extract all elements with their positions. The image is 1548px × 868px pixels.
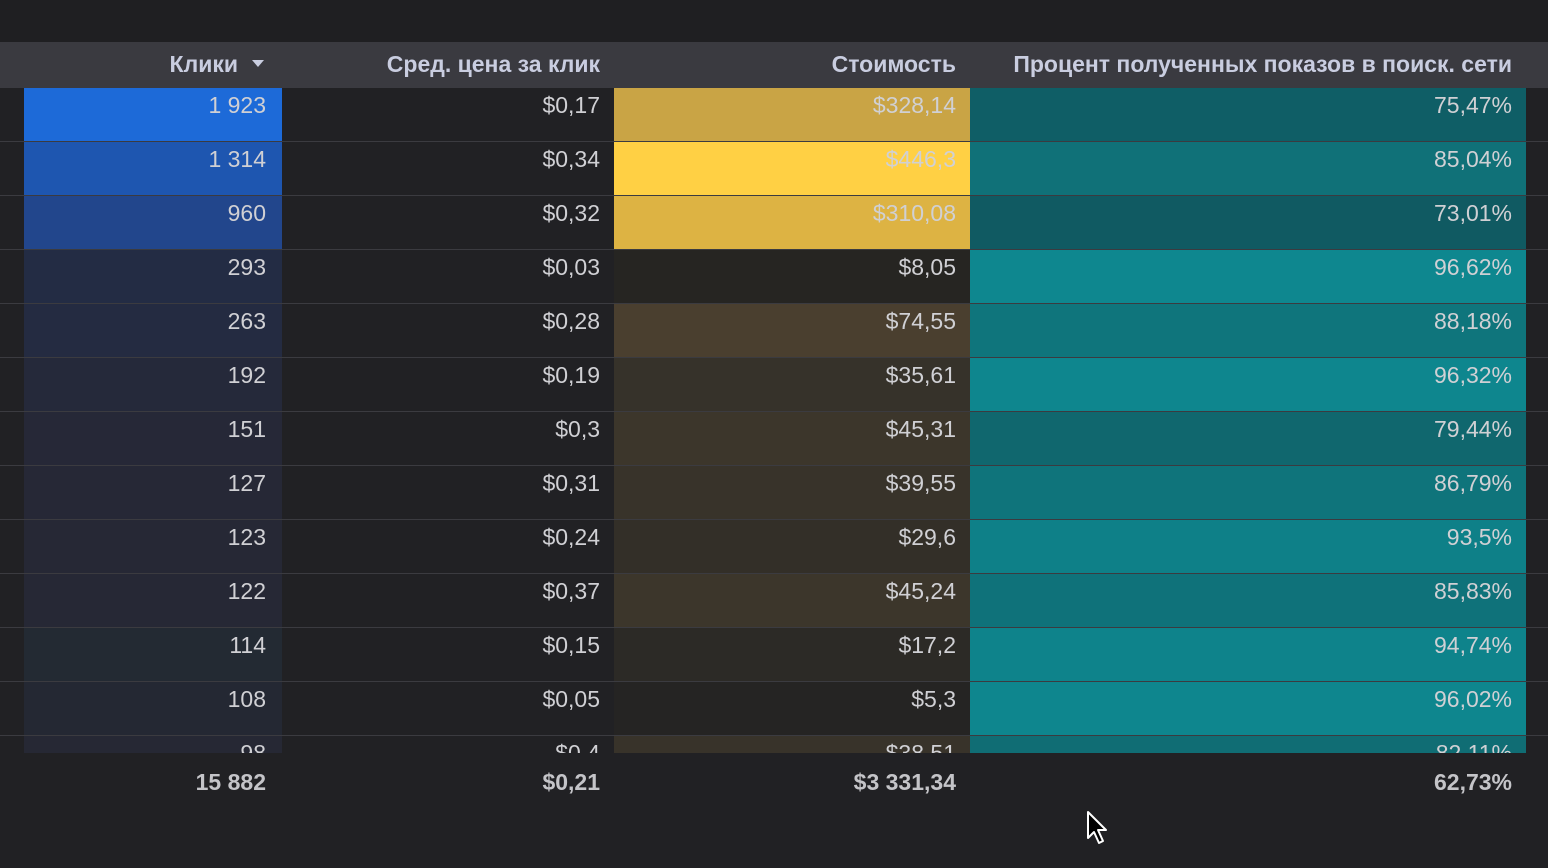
cost-cell: $35,61 bbox=[614, 358, 970, 411]
cost-cell: $45,24 bbox=[614, 574, 970, 627]
clicks-cell: 960 bbox=[24, 196, 282, 249]
table-row[interactable]: 127 $0,31 $39,55 86,79% bbox=[0, 466, 1548, 520]
avg-cpc-cell: $0,32 bbox=[542, 200, 600, 226]
impression-share-cell: 96,02% bbox=[970, 682, 1526, 735]
column-header-avg-cpc-label: Сред. цена за клик bbox=[386, 51, 600, 77]
avg-cpc-cell: $0,37 bbox=[542, 578, 600, 604]
table-row[interactable]: 151 $0,3 $45,31 79,44% bbox=[0, 412, 1548, 466]
clicks-cell: 151 bbox=[24, 412, 282, 465]
table-row[interactable]: 123 $0,24 $29,6 93,5% bbox=[0, 520, 1548, 574]
cost-cell: $38,51 bbox=[614, 736, 970, 753]
avg-cpc-cell: $0,24 bbox=[542, 524, 600, 550]
column-header-clicks-label: Клики bbox=[169, 51, 238, 77]
cost-cell: $328,14 bbox=[614, 88, 970, 141]
table-totals-row: 15 882 $0,21 $3 331,34 62,73% bbox=[0, 753, 1548, 868]
mouse-pointer-icon bbox=[1087, 811, 1107, 844]
table-row[interactable]: 122 $0,37 $45,24 85,83% bbox=[0, 574, 1548, 628]
clicks-cell: 263 bbox=[24, 304, 282, 357]
total-impression-share: 62,73% bbox=[1433, 769, 1512, 795]
impression-share-cell: 94,74% bbox=[970, 628, 1526, 681]
avg-cpc-cell: $0,31 bbox=[542, 470, 600, 496]
clicks-cell: 1 314 bbox=[24, 142, 282, 195]
impression-share-cell: 73,01% bbox=[970, 196, 1526, 249]
cost-cell: $39,55 bbox=[614, 466, 970, 519]
table-row[interactable]: 108 $0,05 $5,3 96,02% bbox=[0, 682, 1548, 736]
cost-cell: $45,31 bbox=[614, 412, 970, 465]
cost-cell: $5,3 bbox=[614, 682, 970, 735]
avg-cpc-cell: $0,05 bbox=[542, 686, 600, 712]
clicks-cell: 98 bbox=[24, 736, 282, 753]
impression-share-cell: 85,83% bbox=[970, 574, 1526, 627]
top-bar bbox=[0, 0, 1548, 42]
avg-cpc-cell: $0,19 bbox=[542, 362, 600, 388]
column-header-cost[interactable]: Стоимость bbox=[614, 42, 970, 88]
table-row[interactable]: 1 923 $0,17 $328,14 75,47% bbox=[0, 88, 1548, 142]
impression-share-cell: 93,5% bbox=[970, 520, 1526, 573]
clicks-cell: 123 bbox=[24, 520, 282, 573]
table-row[interactable]: 114 $0,15 $17,2 94,74% bbox=[0, 628, 1548, 682]
avg-cpc-cell: $0,3 bbox=[555, 416, 600, 442]
clicks-cell: 122 bbox=[24, 574, 282, 627]
impression-share-cell: 96,62% bbox=[970, 250, 1526, 303]
avg-cpc-cell: $0,15 bbox=[542, 632, 600, 658]
cost-cell: $8,05 bbox=[614, 250, 970, 303]
impression-share-cell: 79,44% bbox=[970, 412, 1526, 465]
sort-descending-icon[interactable] bbox=[252, 60, 264, 68]
table-header: Клики Сред. цена за клик Стоимость Проце… bbox=[0, 42, 1548, 88]
table-body: 1 923 $0,17 $328,14 75,47% 1 314 $0,34 $446,3 8… bbox=[0, 88, 1548, 753]
column-header-clicks[interactable]: Клики bbox=[24, 42, 282, 88]
clicks-cell: 1 923 bbox=[24, 88, 282, 141]
table-row[interactable]: 263 $0,28 $74,55 88,18% bbox=[0, 304, 1548, 358]
clicks-cell: 114 bbox=[24, 628, 282, 681]
impression-share-cell: 75,47% bbox=[970, 88, 1526, 141]
impression-share-cell: 86,79% bbox=[970, 466, 1526, 519]
impression-share-cell: 82,11% bbox=[970, 736, 1526, 753]
clicks-cell: 192 bbox=[24, 358, 282, 411]
avg-cpc-cell: $0,34 bbox=[542, 146, 600, 172]
table-row[interactable]: 192 $0,19 $35,61 96,32% bbox=[0, 358, 1548, 412]
impression-share-cell: 88,18% bbox=[970, 304, 1526, 357]
cost-cell: $74,55 bbox=[614, 304, 970, 357]
table-row[interactable]: 960 $0,32 $310,08 73,01% bbox=[0, 196, 1548, 250]
avg-cpc-cell: $0,28 bbox=[542, 308, 600, 334]
impression-share-cell: 85,04% bbox=[970, 142, 1526, 195]
column-header-avg-cpc[interactable]: Сред. цена за клик bbox=[282, 42, 614, 88]
cost-cell: $310,08 bbox=[614, 196, 970, 249]
cost-cell: $17,2 bbox=[614, 628, 970, 681]
cost-cell: $29,6 bbox=[614, 520, 970, 573]
column-header-impression-share-label: Процент полученных показов в поиск. сети bbox=[1013, 51, 1512, 77]
impression-share-cell: 96,32% bbox=[970, 358, 1526, 411]
column-header-cost-label: Стоимость bbox=[831, 51, 956, 77]
table-row[interactable]: 293 $0,03 $8,05 96,62% bbox=[0, 250, 1548, 304]
clicks-cell: 127 bbox=[24, 466, 282, 519]
cost-cell: $446,3 bbox=[614, 142, 970, 195]
avg-cpc-cell: $0,03 bbox=[542, 254, 600, 280]
clicks-cell: 293 bbox=[24, 250, 282, 303]
clicks-cell: 108 bbox=[24, 682, 282, 735]
avg-cpc-cell: $0,4 bbox=[555, 740, 600, 753]
column-header-impression-share[interactable]: Процент полученных показов в поиск. сети bbox=[970, 42, 1526, 88]
total-clicks: 15 882 bbox=[195, 769, 266, 795]
total-cost: $3 331,34 bbox=[853, 769, 956, 795]
total-avg-cpc: $0,21 bbox=[542, 769, 600, 795]
table-row[interactable]: 98 $0,4 $38,51 82,11% bbox=[0, 736, 1548, 753]
avg-cpc-cell: $0,17 bbox=[542, 92, 600, 118]
table-row[interactable]: 1 314 $0,34 $446,3 85,04% bbox=[0, 142, 1548, 196]
